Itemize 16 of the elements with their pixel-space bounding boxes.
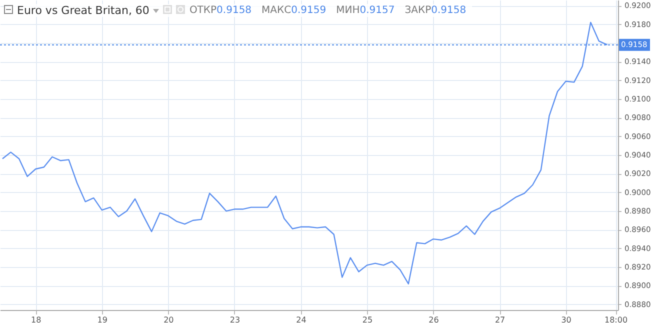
x-tick-label: 23 xyxy=(230,316,240,323)
x-tick-label: 18:00 xyxy=(604,316,628,323)
annotation: ЗАКР0.9158 xyxy=(404,5,466,16)
x-tick-label: 26 xyxy=(428,316,439,323)
x-tick-label: 30 xyxy=(561,316,572,323)
line-series xyxy=(2,22,608,284)
x-tick-label: 27 xyxy=(494,316,506,323)
annotation: МАКС0.9159 xyxy=(262,5,326,16)
annotation: ОТКР0.9158 xyxy=(189,5,252,16)
x-tick-label: 25 xyxy=(362,316,373,323)
x-tick-label: 18 xyxy=(31,316,42,323)
x-tick-label: 24 xyxy=(296,316,306,323)
annotation: МИН0.9157 xyxy=(336,5,395,16)
x-tick-label: 19 xyxy=(97,316,108,323)
chart-title: Euro vs Great Britan, 60 xyxy=(17,4,150,17)
x-tick-label: 20 xyxy=(164,316,174,323)
